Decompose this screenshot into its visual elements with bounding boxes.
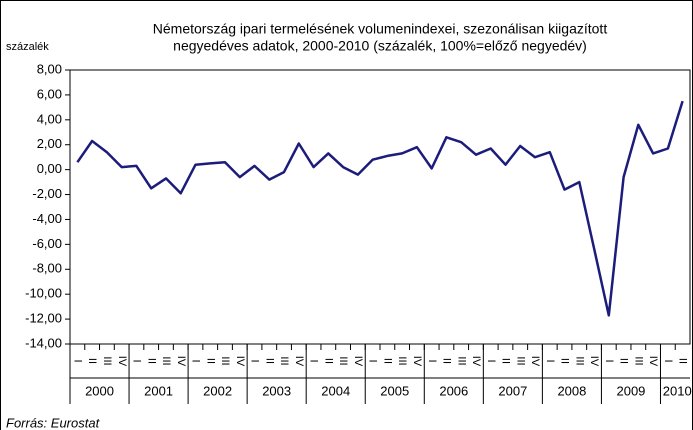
y-tick-label: -10,00 bbox=[25, 286, 62, 301]
year-label: 2002 bbox=[203, 383, 232, 398]
x-tick-label: III bbox=[455, 356, 467, 365]
x-tick-label: II bbox=[618, 358, 630, 364]
x-tick-label: III bbox=[278, 356, 290, 365]
y-tick-label: 0,00 bbox=[37, 161, 62, 176]
x-tick-label: I bbox=[603, 359, 615, 362]
x-tick-label: II bbox=[441, 358, 453, 364]
x-tick-label: IV bbox=[175, 356, 187, 367]
y-tick-label: -8,00 bbox=[32, 261, 62, 276]
x-tick-label: I bbox=[426, 359, 438, 362]
x-tick-label: III bbox=[573, 356, 585, 365]
year-label: 2008 bbox=[557, 383, 586, 398]
y-tick-label: 4,00 bbox=[37, 111, 62, 126]
y-tick-label: -12,00 bbox=[25, 311, 62, 326]
x-tick-label: III bbox=[396, 356, 408, 365]
y-tick-label: -4,00 bbox=[32, 211, 62, 226]
x-tick-label: I bbox=[71, 359, 83, 362]
x-tick-label: II bbox=[204, 358, 216, 364]
x-tick-label: II bbox=[322, 358, 334, 364]
x-tick-label: I bbox=[367, 359, 379, 362]
x-tick-label: I bbox=[131, 359, 143, 362]
year-label: 2005 bbox=[380, 383, 409, 398]
x-tick-label: III bbox=[160, 356, 172, 365]
year-label: 2001 bbox=[144, 383, 173, 398]
x-tick-label: IV bbox=[647, 356, 659, 367]
x-tick-label: I bbox=[544, 359, 556, 362]
x-tick-label: II bbox=[500, 358, 512, 364]
y-tick-label: 6,00 bbox=[37, 86, 62, 101]
x-tick-label: IV bbox=[352, 356, 364, 367]
x-tick-label: II bbox=[86, 358, 98, 364]
x-tick-label: IV bbox=[529, 356, 541, 367]
x-tick-label: IV bbox=[588, 356, 600, 367]
y-tick-label: -2,00 bbox=[32, 186, 62, 201]
x-tick-label: I bbox=[662, 359, 674, 362]
y-tick-label: 2,00 bbox=[37, 136, 62, 151]
y-tick-label: -6,00 bbox=[32, 236, 62, 251]
x-tick-label: II bbox=[263, 358, 275, 364]
y-tick-label: -14,00 bbox=[25, 335, 62, 350]
x-tick-label: IV bbox=[234, 356, 246, 367]
x-tick-label: IV bbox=[116, 356, 128, 367]
x-tick-label: III bbox=[337, 356, 349, 365]
x-tick-label: II bbox=[677, 358, 689, 364]
year-label: 2004 bbox=[321, 383, 350, 398]
x-tick-label: I bbox=[249, 359, 261, 362]
year-label: 2003 bbox=[262, 383, 291, 398]
x-tick-label: I bbox=[485, 359, 497, 362]
x-tick-label: III bbox=[632, 356, 644, 365]
year-label: 2000 bbox=[85, 383, 114, 398]
x-tick-label: I bbox=[308, 359, 320, 362]
y-axis-label: százalék bbox=[6, 41, 49, 53]
x-tick-label: IV bbox=[293, 356, 305, 367]
x-tick-label: IV bbox=[470, 356, 482, 367]
year-label: 2010 bbox=[663, 383, 692, 398]
x-tick-label: I bbox=[190, 359, 202, 362]
plot-area bbox=[69, 69, 691, 345]
x-tick-label: II bbox=[381, 358, 393, 364]
chart-title: negyedéves adatok, 2000-2010 (százalék, … bbox=[173, 38, 587, 54]
year-label: 2006 bbox=[439, 383, 468, 398]
x-tick-label: III bbox=[101, 356, 113, 365]
y-tick-label: 8,00 bbox=[37, 61, 62, 76]
source: Forrás: Eurostat bbox=[6, 415, 101, 430]
x-tick-label: II bbox=[145, 358, 157, 364]
year-label: 2009 bbox=[616, 383, 645, 398]
x-tick-label: IV bbox=[411, 356, 423, 367]
x-tick-label: III bbox=[219, 356, 231, 365]
chart-title: Németország ipari termelésének volumenin… bbox=[153, 21, 608, 37]
year-label: 2007 bbox=[498, 383, 527, 398]
x-tick-label: II bbox=[559, 358, 571, 364]
x-tick-label: III bbox=[514, 356, 526, 365]
data-line bbox=[76, 100, 684, 317]
